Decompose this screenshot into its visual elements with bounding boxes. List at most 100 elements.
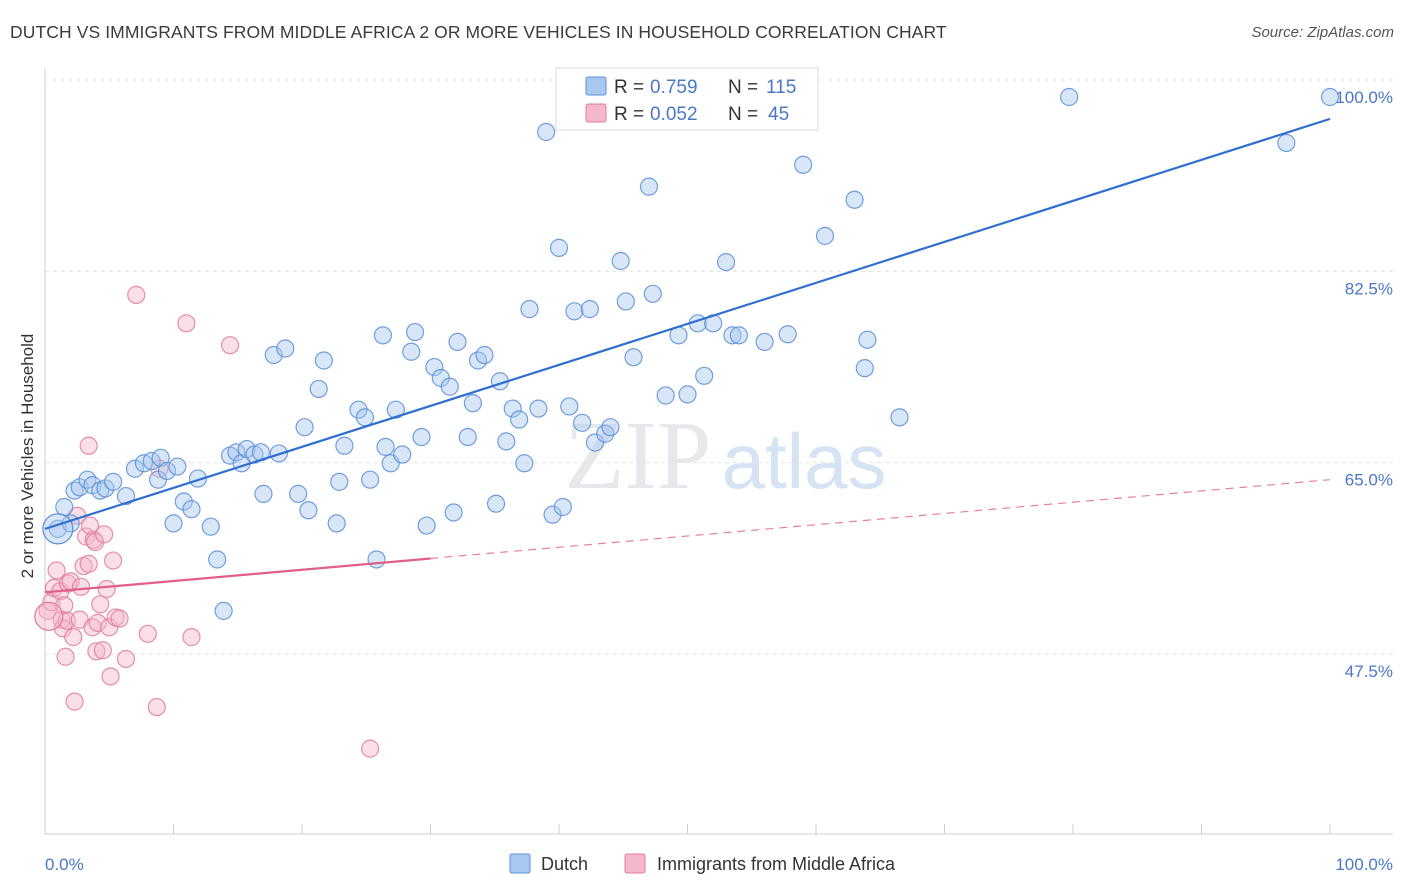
dutch-point <box>116 486 136 506</box>
dutch-point <box>104 472 123 491</box>
legend-swatch-dutch <box>585 76 607 96</box>
dutch-point <box>560 397 579 416</box>
grid-lines <box>45 79 1393 655</box>
immigrants-point <box>34 601 64 631</box>
dutch-point <box>65 481 84 500</box>
correlation-legend: R = 0.759 N = 115 R = 0.052 N = 45 <box>555 67 819 131</box>
dutch-point <box>458 427 477 447</box>
immigrants-point <box>88 613 107 632</box>
dutch-point <box>425 357 444 377</box>
y-tick-label-3: 100.0% <box>1335 88 1393 107</box>
dutch-point <box>405 322 425 342</box>
immigrants-point <box>79 554 98 573</box>
immigrants-point <box>64 628 83 647</box>
x-tick-label-0: 0.0% <box>45 855 84 874</box>
dutch-point <box>520 300 539 319</box>
dutch-point <box>214 601 233 620</box>
immigrants-point <box>80 516 100 535</box>
dutch-point <box>174 492 193 511</box>
dutch-point <box>188 469 208 488</box>
dutch-point <box>412 427 431 447</box>
dutch-point <box>611 251 630 271</box>
dutch-point <box>515 454 534 473</box>
series-dutch-points <box>42 87 1340 620</box>
dutch-point <box>125 459 145 478</box>
y-tick-label-1: 65.0% <box>1345 471 1393 490</box>
immigrants-point <box>127 285 146 304</box>
dutch-point <box>497 432 516 451</box>
bottom-legend-label-dutch: Dutch <box>541 854 588 874</box>
dutch-point <box>361 470 380 489</box>
immigrants-point <box>87 642 106 661</box>
immigrants-point <box>177 314 196 333</box>
chart-title: DUTCH VS IMMIGRANTS FROM MIDDLE AFRICA 2… <box>10 22 947 42</box>
dutch-point <box>580 300 599 319</box>
dutch-point <box>463 394 483 413</box>
dutch-point <box>182 500 201 519</box>
immigrants-point <box>104 551 123 570</box>
dutch-point <box>335 436 354 455</box>
immigrants-trend-line <box>44 557 431 594</box>
dutch-point <box>794 155 813 174</box>
immigrants-point <box>361 739 380 758</box>
immigrants-point <box>71 577 91 596</box>
y-axis-label: 2 or more Vehicles in Household <box>18 334 37 579</box>
dutch-point <box>656 386 675 405</box>
dutch-point <box>729 326 749 345</box>
dutch-point <box>639 177 659 196</box>
dutch-point <box>264 345 283 365</box>
dutch-point <box>549 238 569 257</box>
dutch-point <box>510 410 529 429</box>
axes <box>44 68 1393 835</box>
dutch-point <box>503 399 522 418</box>
dutch-point <box>858 330 877 349</box>
series-legend: Dutch Immigrants from Middle Africa <box>509 853 896 874</box>
dutch-point <box>601 418 620 437</box>
dutch-point <box>254 484 273 503</box>
legend-swatch-immigrants <box>585 103 607 123</box>
dutch-point <box>695 366 714 385</box>
dutch-point <box>573 413 592 432</box>
dutch-point <box>716 252 736 272</box>
dutch-point <box>276 339 295 358</box>
legend-r-label-immigrants: R = <box>614 104 644 125</box>
dutch-trend-line <box>44 117 1331 530</box>
dutch-point <box>78 470 97 489</box>
dutch-point <box>327 514 346 533</box>
dutch-point <box>815 226 835 245</box>
immigrants-point <box>220 336 240 355</box>
dutch-point <box>201 517 220 536</box>
dutch-point <box>845 190 864 209</box>
dutch-point <box>208 550 227 569</box>
dutch-point <box>537 122 556 142</box>
dutch-point <box>386 400 405 419</box>
legend-n-value-dutch: 115 <box>766 77 796 98</box>
dutch-point <box>855 359 874 378</box>
legend-r-value-dutch: 0.759 <box>650 77 698 98</box>
dutch-point <box>565 302 584 321</box>
source-label: Source: ZipAtlas.com <box>1251 24 1394 41</box>
dutch-point <box>1060 87 1079 107</box>
legend-n-label-immigrants: N = <box>728 104 758 125</box>
bottom-legend-label-immigrants: Immigrants from Middle Africa <box>657 854 896 874</box>
dutch-point <box>299 501 318 520</box>
dutch-point <box>55 497 74 517</box>
immigrants-point <box>91 595 110 614</box>
dutch-point <box>624 348 643 367</box>
dutch-point <box>475 345 494 365</box>
dutch-point <box>289 484 308 503</box>
dutch-point <box>678 385 697 404</box>
immigrants-point <box>65 692 84 711</box>
dutch-point <box>448 332 467 352</box>
dutch-point <box>309 379 328 399</box>
dutch-point <box>376 437 395 456</box>
dutch-point <box>1277 133 1296 153</box>
y-tick-labels: 47.5% 65.0% 82.5% 100.0% <box>1335 88 1393 681</box>
immigrants-point <box>101 667 120 686</box>
immigrants-point <box>93 641 112 660</box>
immigrants-point <box>79 436 98 455</box>
legend-r-label-dutch: R = <box>614 77 644 98</box>
immigrants-point <box>95 525 114 544</box>
dutch-point <box>164 514 183 533</box>
immigrants-point <box>182 628 201 647</box>
